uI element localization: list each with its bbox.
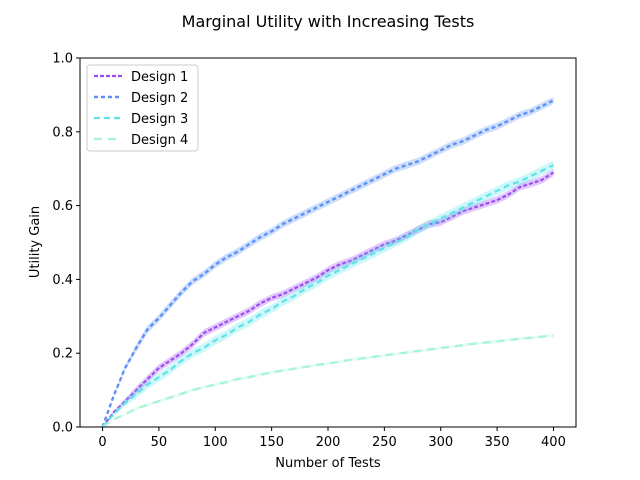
- legend-label: Design 2: [131, 91, 188, 106]
- x-axis-ticks: 0 50 100 150 200 250 300 350 400: [98, 427, 566, 450]
- y-tick-label: 0.0: [52, 421, 73, 436]
- series-line: [101, 99, 555, 428]
- y-axis-ticks: 0.0 0.2 0.4 0.6 0.8 1.0: [52, 52, 80, 436]
- chart-title: Marginal Utility with Increasing Tests: [182, 12, 475, 31]
- y-tick-label: 0.2: [52, 347, 73, 362]
- series-line: [101, 164, 554, 428]
- legend-label: Design 4: [131, 133, 188, 148]
- series-band: [102, 160, 554, 427]
- x-tick-label: 100: [203, 435, 228, 450]
- x-tick-label: 150: [259, 435, 284, 450]
- x-tick-label: 50: [151, 435, 168, 450]
- x-tick-label: 350: [485, 435, 510, 450]
- series-line: [101, 171, 555, 428]
- y-tick-label: 0.8: [52, 125, 73, 140]
- x-tick-label: 200: [316, 435, 341, 450]
- plot-area: [101, 96, 555, 428]
- x-axis-label: Number of Tests: [275, 456, 381, 471]
- y-tick-label: 0.6: [52, 199, 73, 214]
- legend-label: Design 3: [131, 112, 188, 127]
- x-tick-label: 400: [541, 435, 566, 450]
- y-tick-label: 1.0: [52, 52, 73, 67]
- x-tick-label: 300: [428, 435, 453, 450]
- x-tick-label: 0: [98, 435, 106, 450]
- legend: Design 1 Design 2 Design 3 Design 4: [86, 64, 199, 152]
- legend-label: Design 1: [131, 70, 188, 85]
- x-tick-label: 250: [372, 435, 397, 450]
- y-axis-label: Utility Gain: [28, 206, 43, 278]
- y-tick-label: 0.4: [52, 273, 73, 288]
- legend-box: [86, 64, 199, 152]
